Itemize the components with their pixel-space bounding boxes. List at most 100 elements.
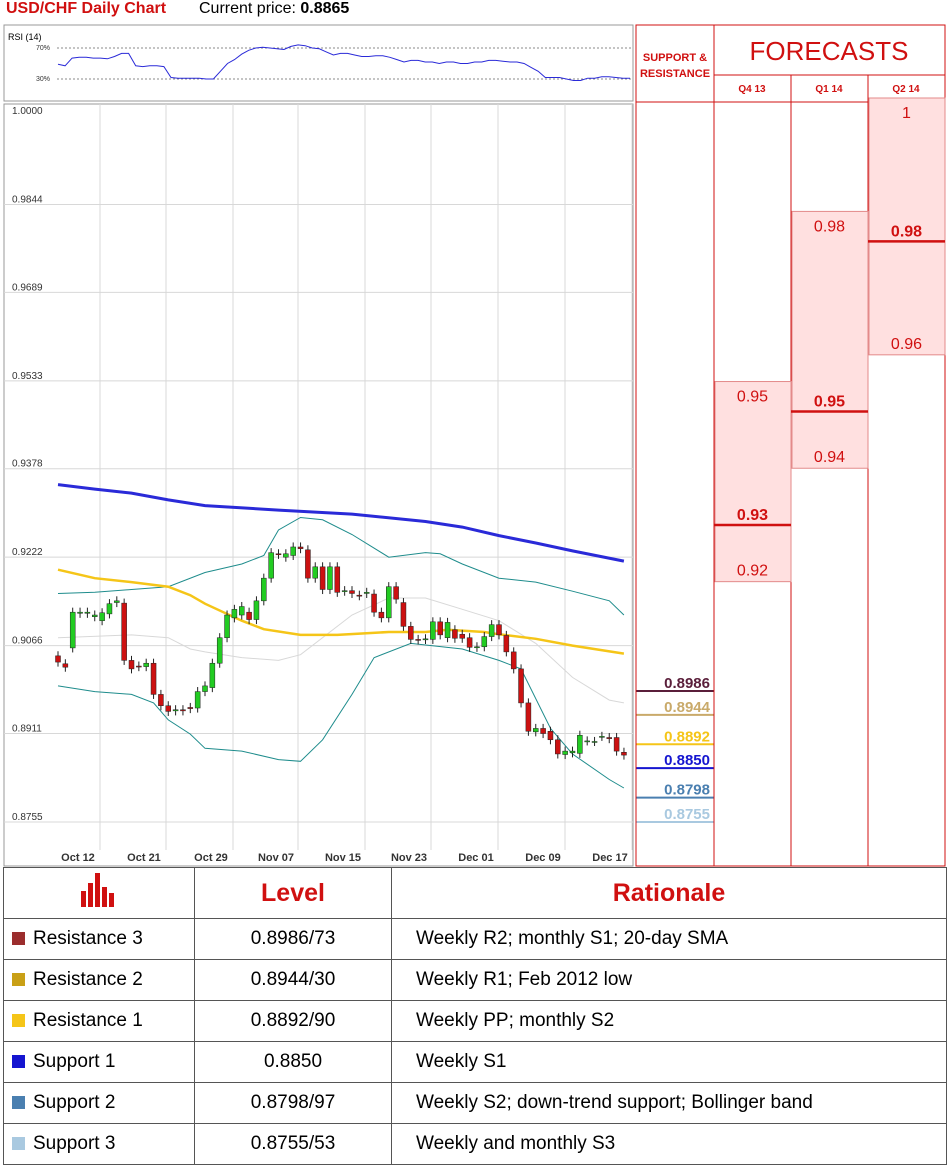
x-tick-label: Oct 12 bbox=[61, 852, 95, 864]
rsi-panel: RSI (14) 70% 30% bbox=[3, 24, 634, 102]
candle-body bbox=[356, 594, 363, 597]
table-row: Resistance 3 0.8986/73 Weekly R2; monthly … bbox=[3, 918, 947, 960]
x-tick-label: Dec 17 bbox=[592, 852, 627, 864]
candle-body bbox=[540, 728, 546, 734]
candle bbox=[386, 582, 392, 623]
candle-body bbox=[452, 629, 458, 639]
candle bbox=[422, 634, 429, 644]
candle bbox=[459, 629, 465, 643]
x-tick-label: Oct 29 bbox=[194, 852, 228, 864]
y-tick-label: 0.9378 bbox=[12, 459, 43, 470]
candle bbox=[92, 610, 98, 622]
candle bbox=[378, 607, 385, 623]
candle-body bbox=[106, 603, 113, 615]
candle-body bbox=[136, 665, 142, 668]
candle bbox=[562, 746, 568, 760]
levels-table: Level Rationale Resistance 3 0.8986/73 Wee… bbox=[3, 867, 947, 1165]
candle bbox=[165, 701, 171, 716]
candle bbox=[114, 596, 120, 608]
candle bbox=[599, 731, 605, 741]
candle-body bbox=[466, 637, 473, 648]
forecast-high-label: 0.98 bbox=[814, 218, 845, 235]
level-label: 0.8892 bbox=[664, 728, 710, 745]
candle-body bbox=[408, 626, 414, 640]
forecast-high-label: 0.95 bbox=[737, 389, 768, 406]
candle bbox=[400, 598, 407, 631]
candle-body bbox=[525, 702, 532, 732]
current-price-value: 0.8865 bbox=[300, 0, 350, 17]
candle-body bbox=[606, 737, 612, 739]
bollinger-upper-line bbox=[57, 516, 625, 616]
candle-body bbox=[577, 734, 583, 754]
candle-body bbox=[481, 636, 488, 648]
level-swatch bbox=[12, 973, 25, 986]
level-rationale: Weekly PP; monthly S2 bbox=[391, 1000, 947, 1042]
level-name: Resistance 2 bbox=[33, 969, 143, 990]
x-tick-label: Nov 23 bbox=[391, 852, 427, 864]
level-swatch bbox=[12, 1014, 25, 1027]
level-swatch bbox=[12, 1096, 25, 1109]
candle bbox=[121, 598, 127, 665]
level-rationale: Weekly and monthly S3 bbox=[391, 1123, 947, 1165]
candle bbox=[283, 549, 289, 562]
candle bbox=[297, 542, 304, 554]
candle bbox=[69, 607, 76, 653]
candle bbox=[77, 607, 83, 618]
table-row: Support 3 0.8755/53 Weekly and monthly S3 bbox=[3, 1123, 947, 1165]
table-row: Resistance 2 0.8944/30 Weekly R1; Feb 2012… bbox=[3, 959, 947, 1001]
candle bbox=[312, 562, 318, 583]
candle-body bbox=[488, 624, 495, 637]
candle-body bbox=[459, 634, 465, 639]
candle-body bbox=[62, 663, 69, 668]
y-tick-label: 0.9533 bbox=[12, 371, 43, 382]
candle-body bbox=[194, 691, 201, 709]
candle-body bbox=[165, 705, 171, 712]
level-label: 0.8850 bbox=[664, 752, 710, 769]
level-value: 0.8944/30 bbox=[194, 959, 392, 1001]
candle bbox=[540, 723, 546, 739]
candle bbox=[327, 562, 333, 595]
candle-body bbox=[246, 611, 252, 620]
candle bbox=[187, 702, 194, 714]
forecast-high-label: 1 bbox=[902, 105, 911, 122]
candle bbox=[371, 589, 377, 617]
forecast-bars: 0.95 0.93 0.92 0.98 0.95 0.94 1 0.98 0.96 bbox=[714, 97, 946, 583]
candle-body bbox=[172, 709, 179, 712]
candle bbox=[55, 651, 61, 667]
x-tick-label: Oct 21 bbox=[127, 852, 161, 864]
forecast-range-box bbox=[791, 210, 869, 469]
support-resistance-label: RESISTANCE bbox=[640, 68, 710, 80]
candle-body bbox=[547, 731, 554, 741]
level-name-cell: Support 3 bbox=[3, 1123, 195, 1165]
candle-body bbox=[621, 752, 627, 756]
indicator-lines bbox=[57, 483, 625, 789]
x-tick-label: Nov 15 bbox=[325, 852, 361, 864]
level-header: Level bbox=[194, 867, 392, 919]
sma-200-line bbox=[57, 483, 625, 563]
candle bbox=[290, 542, 296, 561]
candle-body bbox=[239, 606, 245, 616]
candle bbox=[106, 599, 113, 619]
forecast-col-q1-14: Q1 14 bbox=[815, 84, 843, 95]
candle-body bbox=[261, 577, 267, 602]
level-swatch bbox=[12, 1055, 25, 1068]
price-frame bbox=[3, 103, 634, 867]
candle bbox=[136, 661, 142, 672]
candle bbox=[606, 732, 612, 744]
candle bbox=[84, 607, 91, 618]
candle-body bbox=[437, 621, 443, 636]
level-value: 0.8850 bbox=[194, 1041, 392, 1083]
y-tick-label: 0.9222 bbox=[12, 547, 43, 558]
x-tick-label: Nov 07 bbox=[258, 852, 294, 864]
table-row: Support 2 0.8798/97 Weekly S2; down-trend … bbox=[3, 1082, 947, 1124]
x-tick-label: Dec 09 bbox=[525, 852, 560, 864]
candle-body bbox=[84, 611, 91, 614]
candle-body bbox=[371, 593, 377, 613]
candle-body bbox=[216, 637, 223, 664]
forecast-median-label: 0.95 bbox=[814, 394, 845, 411]
candle-body bbox=[496, 624, 502, 636]
candle-body bbox=[400, 602, 407, 627]
forecast-bar: 0.95 0.93 0.92 bbox=[714, 381, 792, 583]
candle bbox=[503, 630, 510, 657]
candle-body bbox=[290, 546, 296, 556]
